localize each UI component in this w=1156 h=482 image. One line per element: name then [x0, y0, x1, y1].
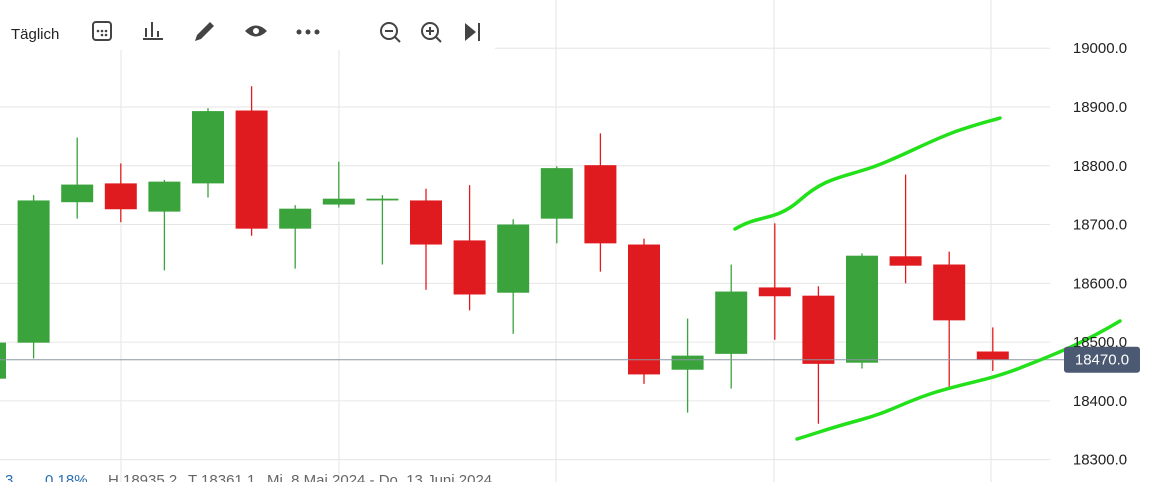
candle-body — [192, 111, 224, 184]
more-button[interactable] — [296, 29, 320, 35]
y-tick-label: 18800.0 — [1073, 158, 1127, 175]
last-price-box — [1064, 346, 1140, 373]
candle-body — [758, 287, 791, 297]
candle-body — [671, 355, 704, 370]
date-grid — [120, 0, 992, 482]
zoom-in-button[interactable] — [421, 22, 442, 43]
toolbar — [0, 0, 495, 50]
y-tick-label: 18700.0 — [1073, 217, 1127, 234]
candle-body — [802, 295, 835, 364]
candle-body — [889, 256, 922, 266]
indicators-button[interactable] — [92, 21, 112, 41]
y-tick-label: 18900.0 — [1073, 99, 1127, 116]
scroll-end-button[interactable] — [465, 23, 480, 41]
candle-body — [322, 198, 355, 205]
candle-body — [584, 165, 617, 244]
date-range: Mi. 8 Mai 2024 - Do. 13 Juni 2024 — [267, 472, 492, 482]
trend-line — [795, 319, 1122, 441]
y-tick-label: 18600.0 — [1073, 275, 1127, 292]
candle-body — [540, 168, 573, 219]
candle-body — [846, 255, 878, 363]
change-percent: 0.18% — [45, 472, 88, 482]
candle-body — [628, 244, 660, 375]
candle-body — [410, 200, 442, 245]
y-tick-label: 18400.0 — [1073, 393, 1127, 410]
change: 3 — [5, 472, 13, 482]
draw-button[interactable] — [195, 22, 214, 41]
candle-body — [148, 181, 181, 212]
plot — [0, 47, 1064, 461]
y-tick-label: 19000.0 — [1073, 40, 1127, 57]
candle-body — [61, 184, 94, 203]
trend-line — [733, 116, 1002, 231]
candle-body — [715, 291, 748, 354]
candle-body — [17, 200, 50, 343]
last-price-label: 18470.0 — [1075, 352, 1129, 369]
visibility-button[interactable] — [245, 25, 267, 37]
candle-body — [976, 351, 1009, 360]
candle-body — [453, 240, 486, 295]
y-tick-label: 18300.0 — [1073, 452, 1127, 469]
zoom-out-button[interactable] — [380, 22, 401, 43]
chart-type-button[interactable] — [143, 22, 163, 40]
high-info: H 18935.2 — [108, 472, 177, 482]
low-info: T 18361.1 — [188, 472, 255, 482]
candle-body — [366, 198, 399, 201]
candle-body — [279, 208, 312, 229]
candle-body — [497, 224, 530, 293]
candle-body — [933, 264, 966, 321]
candle-body — [235, 110, 268, 229]
interval-button[interactable]: Täglich — [11, 26, 59, 43]
candle-body — [0, 342, 6, 379]
candle-body — [104, 183, 137, 210]
